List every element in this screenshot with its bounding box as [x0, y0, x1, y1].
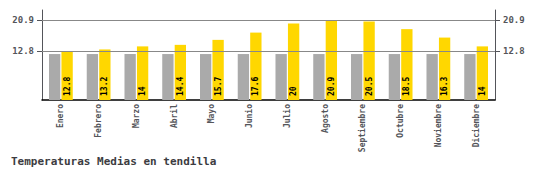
- svg-text:Agosto: Agosto: [321, 104, 330, 133]
- svg-text:Marzo: Marzo: [132, 104, 141, 128]
- svg-text:14: 14: [478, 86, 487, 96]
- svg-text:14: 14: [138, 86, 147, 96]
- svg-text:20: 20: [289, 86, 298, 96]
- svg-text:Mayo: Mayo: [207, 104, 216, 123]
- svg-text:20.9: 20.9: [327, 77, 336, 96]
- svg-text:20.5: 20.5: [365, 77, 374, 96]
- svg-text:Septiembre: Septiembre: [357, 104, 367, 152]
- svg-text:13.2: 13.2: [100, 77, 109, 96]
- svg-text:Temperaturas Medias en tendill: Temperaturas Medias en tendilla: [11, 155, 216, 168]
- svg-text:Julio: Julio: [282, 104, 292, 128]
- svg-text:Diciembre: Diciembre: [471, 104, 481, 148]
- svg-text:Febrero: Febrero: [94, 104, 103, 138]
- svg-text:20.9: 20.9: [503, 15, 525, 25]
- svg-text:16.3: 16.3: [440, 77, 449, 96]
- svg-text:15.7: 15.7: [214, 77, 223, 96]
- svg-text:Octubre: Octubre: [396, 104, 405, 138]
- svg-text:Junio: Junio: [244, 104, 254, 128]
- svg-text:17.6: 17.6: [251, 77, 260, 96]
- svg-text:Enero: Enero: [56, 104, 65, 128]
- svg-text:20.9: 20.9: [12, 15, 34, 25]
- svg-text:18.5: 18.5: [402, 77, 411, 96]
- svg-text:12.8: 12.8: [12, 46, 34, 56]
- svg-text:14.4: 14.4: [176, 77, 185, 96]
- svg-text:12.8: 12.8: [63, 77, 72, 96]
- svg-text:12.8: 12.8: [503, 46, 525, 56]
- svg-text:Abril: Abril: [169, 104, 179, 128]
- svg-text:Noviembre: Noviembre: [433, 104, 443, 148]
